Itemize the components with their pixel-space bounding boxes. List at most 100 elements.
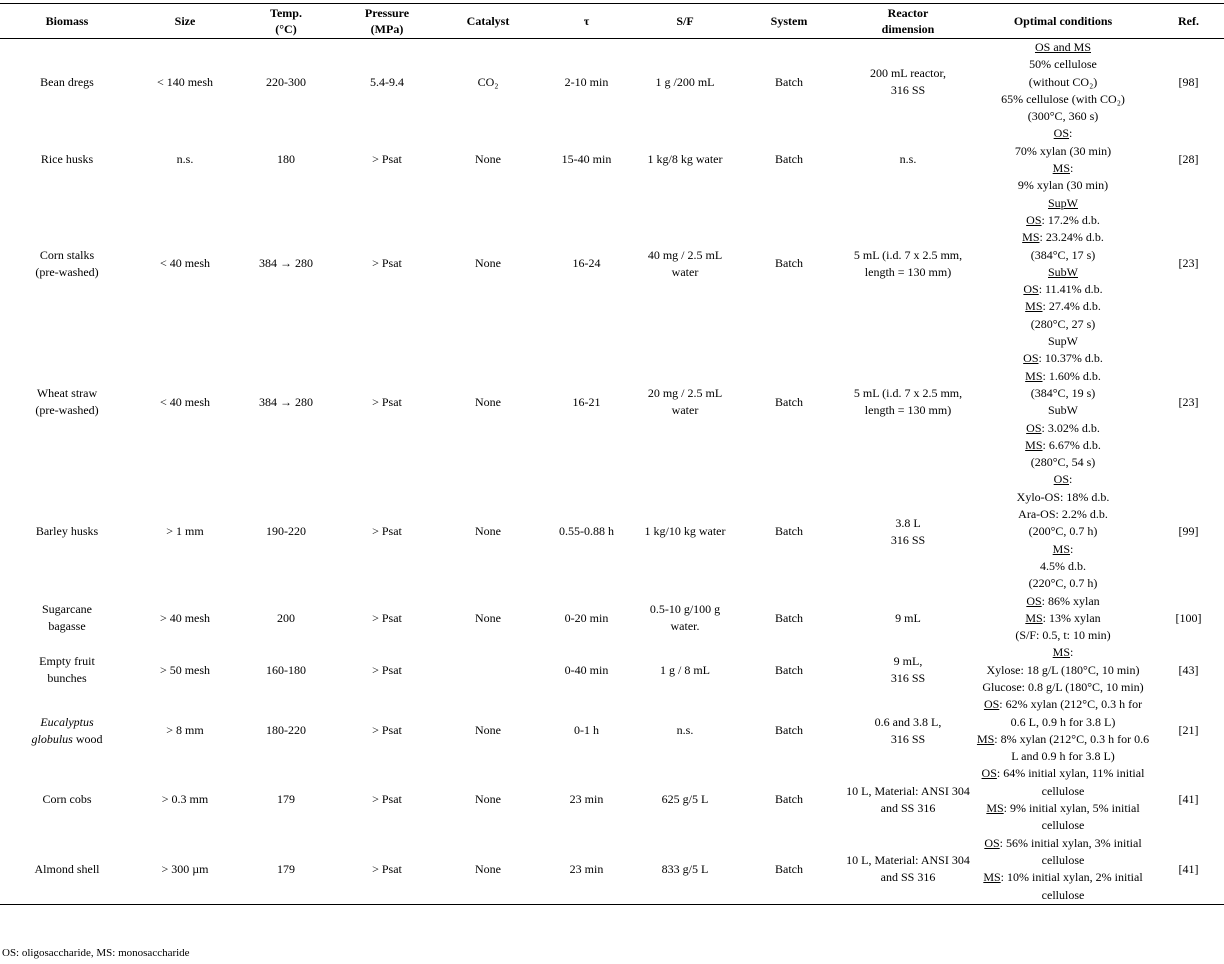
table-row: Sugarcane bagasse > 40 mesh 200 > Psat None 0-… (0, 593, 1224, 645)
table-cell: OS: 70% xylan (30 min) MS: 9% xylan (30 min… (973, 125, 1153, 194)
cell-line: 9 mL, (893, 654, 923, 669)
cell-line: OS: 17.2% d.b. (976, 212, 1150, 229)
text-segment: : 1.60% d.b. (1042, 368, 1101, 383)
text-segment: : 13% xylan (1042, 610, 1101, 625)
table-cell: OS: 56% initial xylan, 3% initial cellul… (973, 835, 1153, 905)
table-cell: OS: 86% xylan MS: 13% xylan (S/F: 0.5, t: … (973, 593, 1153, 645)
column-header: τ (583, 14, 590, 28)
cell-line: Glucose: 0.8 g/L (180°C, 10 min) (982, 679, 1144, 694)
table-row: Barley husks > 1 mm 190-220 > Psat None 0.55-… (0, 471, 1224, 592)
underlined-text: OS (1053, 126, 1069, 141)
table-cell: 1 kg/8 kg water (647, 152, 723, 167)
table-cell: Batch (775, 861, 803, 876)
cell-line: MS: 1.60% d.b. (976, 368, 1150, 385)
table-cell: 0.55-0.88 h (559, 524, 614, 539)
table-cell: n.s. (676, 723, 694, 738)
table-cell: Empty fruit bunches (0, 644, 134, 696)
cell-line: Xylo-OS: 18% d.b. (1016, 489, 1110, 504)
table-cell: > 50 mesh (159, 662, 211, 677)
cell-line: 316 SS (890, 671, 926, 686)
cell-line: OS: 11.41% d.b. (976, 281, 1150, 298)
column-header: Temp. (°C) (236, 4, 336, 39)
table-cell: 220-300 (266, 74, 306, 89)
column-header: Catalyst (466, 14, 510, 28)
table-row: Empty fruit bunches > 50 mesh 160-180 > Psat… (0, 644, 1224, 696)
table-cell: > Psat (372, 256, 402, 271)
column-header: Pressure (MPa) (336, 4, 438, 39)
table-row: Rice husks n.s. 180 > Psat None 15-40 min 1 kg… (0, 125, 1224, 194)
table-cell: 16-24 (572, 256, 601, 271)
cell-line: 316 SS (890, 532, 926, 547)
table-cell: MS: Xylose: 18 g/L (180°C, 10 min) Glucose… (973, 644, 1153, 696)
table-cell: Bean dregs (40, 74, 94, 89)
table-cell (438, 644, 538, 696)
table-cell: 179 (277, 792, 295, 807)
table-cell: 384 → 280 (259, 394, 313, 409)
table-cell: OS and MS 50% cellulose (without CO₂) 65% c… (973, 39, 1153, 126)
column-header: Reactor dimension (843, 4, 973, 39)
table-cell: 5 mL (i.d. 7 x 2.5 mm, length = 130 mm) (853, 385, 963, 418)
table-cell: 200 mL reactor, 316 SS (843, 39, 973, 126)
cell-line: (200°C, 0.7 h) (1028, 524, 1098, 539)
table-cell: Batch (775, 74, 803, 89)
underlined-text: MS (1025, 610, 1043, 625)
table-cell: Batch (775, 723, 803, 738)
cell-line: OS: (976, 471, 1150, 488)
underlined-text: OS (1026, 593, 1042, 608)
table-body: Bean dregs < 140 mesh 220-300 5.4-9.4 CO₂ 2-1… (0, 39, 1224, 905)
cell-line: SupW (1048, 334, 1078, 349)
table-row: Bean dregs < 140 mesh 220-300 5.4-9.4 CO₂ 2-1… (0, 39, 1224, 126)
table-cell: > 1 mm (166, 524, 204, 539)
table-cell: [23] (1178, 256, 1199, 271)
underlined-text: MS (1022, 230, 1040, 245)
cell-line: 65% cellulose (with CO₂) (1001, 91, 1125, 106)
table-cell: < 40 mesh (159, 394, 211, 409)
table-cell: 180 (277, 152, 295, 167)
table-cell: > 40 mesh (159, 610, 211, 625)
cell-line: MS: 6.67% d.b. (976, 437, 1150, 454)
cell-line: (220°C, 0.7 h) (1028, 576, 1098, 591)
data-table: Biomass Size Temp. (°C) Pressure (MPa) Catalys… (0, 3, 1224, 905)
table-cell: Batch (775, 394, 803, 409)
table-cell: None (475, 394, 501, 409)
cell-line: Temp. (270, 6, 302, 20)
table-cell: < 140 mesh (156, 74, 214, 89)
table-cell: 3.8 L 316 SS (843, 471, 973, 592)
table-cell: > Psat (372, 723, 402, 738)
table-cell: Corn stalks (pre-washed) (0, 195, 134, 333)
underlined-text: MS (986, 801, 1004, 816)
cell-line: MS: (976, 644, 1150, 661)
table-cell: Wheat straw (pre-washed) (0, 333, 134, 471)
cell-line: 0.6 and 3.8 L, (874, 714, 942, 729)
underlined-text: OS (983, 697, 1000, 712)
table-cell: 10 L, Material: ANSI 304 and SS 316 (846, 852, 970, 885)
text-segment: : 8% xylan (212°C, 0.3 h for 0.6 L and 0… (994, 731, 1150, 764)
table-cell: 10 L, Material: ANSI 304 and SS 316 (846, 783, 970, 816)
underlined-text: MS (1025, 368, 1043, 383)
text-segment: : 23.24% d.b. (1039, 230, 1104, 245)
table-cell: [41] (1178, 861, 1199, 876)
table-row: Corn cobs > 0.3 mm 179 > Psat None 23 min 625 … (0, 765, 1224, 834)
text-segment: : 10.37% d.b. (1038, 351, 1103, 366)
italic-text: Eucalyptus (40, 714, 94, 729)
column-header: Ref. (1178, 14, 1199, 28)
table-cell: 833 g/5 L (661, 861, 709, 876)
table-cell: SupW OS: 17.2% d.b. MS: 23.24% d.b. (384°C,… (973, 195, 1153, 333)
cell-line: Wheat straw (36, 385, 98, 400)
table-cell: None (475, 610, 501, 625)
text-segment: wood (72, 731, 103, 746)
cell-line: 316 SS (890, 731, 926, 746)
footnote: OS: oligosaccharide, MS: monosaccharide (2, 947, 190, 959)
table-cell: Batch (775, 662, 803, 677)
cell-line: OS: (976, 125, 1150, 142)
underlined-text: MS (1025, 437, 1043, 452)
cell-line: OS: 62% xylan (212°C, 0.3 h for 0.6 L, 0… (976, 696, 1150, 731)
table-cell: > 300 µm (161, 861, 209, 876)
text-segment: : 10% initial xylan, 2% initial cellulos… (1000, 870, 1143, 902)
column-header: S/F (676, 14, 694, 28)
cell-line: Reactor (887, 6, 929, 20)
table-cell: > 0.3 mm (161, 792, 209, 807)
table-cell: n.s. (899, 152, 917, 167)
table-cell: 180-220 (266, 723, 306, 738)
text-segment: : 64% initial xylan, 11% initial cellulo… (996, 766, 1145, 798)
